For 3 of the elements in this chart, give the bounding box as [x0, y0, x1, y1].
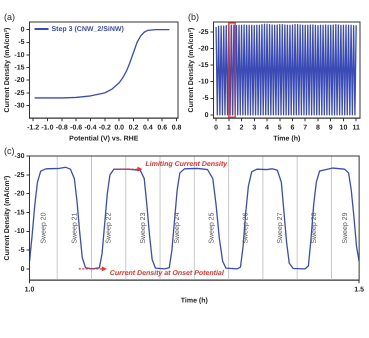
chart-title: (a) [4, 12, 15, 22]
chart-title: (b) [188, 12, 199, 22]
chart-title: (c) [4, 146, 14, 156]
